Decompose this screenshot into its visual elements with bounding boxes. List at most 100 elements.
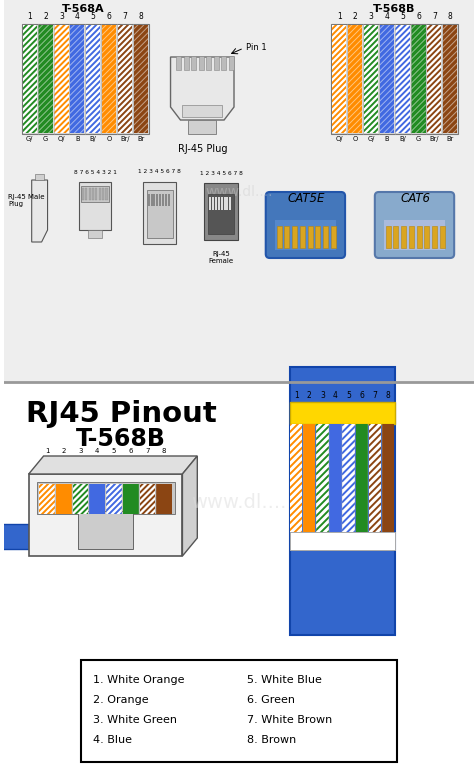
Bar	[134, 25, 148, 134]
Text: www.dl....: www.dl....	[191, 493, 287, 512]
Bar	[162, 194, 164, 206]
Bar	[0, 524, 32, 549]
Bar	[39, 484, 55, 514]
Bar	[401, 226, 406, 248]
Text: 5: 5	[400, 12, 405, 21]
Bar	[212, 197, 214, 210]
Text: 8: 8	[386, 391, 391, 400]
Text: 3. White Green: 3. White Green	[93, 715, 177, 725]
Bar	[102, 25, 116, 134]
Bar	[228, 56, 234, 70]
Text: CAT6: CAT6	[401, 192, 430, 205]
Polygon shape	[182, 456, 197, 556]
Bar	[118, 25, 132, 134]
Text: 1: 1	[45, 448, 49, 454]
Text: B: B	[384, 136, 389, 142]
Text: www.dl....: www.dl....	[205, 185, 273, 199]
Text: 1 2 3 4 5 6 7 8: 1 2 3 4 5 6 7 8	[138, 169, 181, 174]
Text: 6: 6	[128, 448, 133, 454]
Text: 4: 4	[95, 448, 100, 454]
Bar	[85, 188, 87, 200]
Bar	[148, 194, 150, 206]
Bar	[165, 194, 167, 206]
Bar	[395, 25, 410, 134]
Text: G: G	[43, 136, 48, 142]
Bar	[102, 188, 104, 200]
Polygon shape	[171, 57, 234, 120]
Bar	[55, 25, 69, 134]
Bar	[332, 25, 346, 134]
Bar	[99, 188, 101, 200]
Text: Br: Br	[137, 136, 145, 142]
Bar	[56, 484, 72, 514]
Bar	[440, 226, 445, 248]
Text: 4. Blue: 4. Blue	[93, 735, 132, 745]
Text: 6: 6	[359, 391, 364, 400]
Text: 7: 7	[122, 12, 128, 21]
Text: 6: 6	[416, 12, 421, 21]
Bar	[154, 194, 155, 206]
Bar	[417, 226, 422, 248]
Bar	[364, 25, 378, 134]
Bar	[70, 25, 84, 134]
Bar	[221, 56, 226, 70]
Bar	[22, 24, 149, 134]
Bar	[82, 188, 84, 200]
Bar	[348, 25, 362, 134]
Text: RJ-45 Male
Plug: RJ-45 Male Plug	[8, 194, 45, 207]
Text: 5. White Blue: 5. White Blue	[247, 675, 322, 685]
Text: 8: 8	[162, 448, 166, 454]
Text: 3: 3	[59, 12, 64, 21]
Bar	[204, 183, 238, 240]
Text: 2. Orange: 2. Orange	[93, 695, 149, 705]
Text: 1: 1	[337, 12, 341, 21]
Text: 5: 5	[112, 448, 116, 454]
Bar	[290, 532, 395, 550]
Bar	[303, 424, 315, 532]
Bar	[139, 484, 155, 514]
Text: 7: 7	[145, 448, 150, 454]
Text: 7: 7	[373, 391, 377, 400]
Text: G: G	[416, 136, 421, 142]
Text: 7. White Brown: 7. White Brown	[247, 715, 332, 725]
Bar	[382, 424, 394, 532]
Text: O/: O/	[336, 136, 343, 142]
Bar	[443, 25, 457, 134]
Polygon shape	[188, 120, 216, 134]
Bar	[290, 367, 395, 635]
Text: B/: B/	[90, 136, 97, 142]
Bar	[151, 194, 153, 206]
Bar	[329, 424, 342, 532]
Bar	[215, 197, 217, 210]
Bar	[331, 24, 458, 134]
Bar	[292, 226, 297, 248]
Bar	[290, 402, 395, 424]
Bar	[369, 424, 381, 532]
Bar	[4, 0, 474, 382]
Text: 1: 1	[294, 391, 299, 400]
Text: 3: 3	[320, 391, 325, 400]
Bar	[159, 194, 161, 206]
Bar	[409, 226, 414, 248]
Bar	[73, 484, 88, 514]
Text: 2: 2	[43, 12, 48, 21]
Bar	[229, 197, 231, 210]
Text: B: B	[75, 136, 80, 142]
Text: T-568B: T-568B	[76, 427, 166, 451]
Text: G/: G/	[26, 136, 33, 142]
Text: RJ-45 Plug: RJ-45 Plug	[178, 144, 227, 154]
Bar	[199, 56, 204, 70]
Text: 7: 7	[432, 12, 437, 21]
Text: 5: 5	[346, 391, 351, 400]
Text: 3: 3	[368, 12, 374, 21]
Text: 3: 3	[78, 448, 83, 454]
FancyBboxPatch shape	[266, 192, 345, 258]
Text: RJ-45
Female: RJ-45 Female	[209, 251, 234, 264]
Text: 8: 8	[138, 12, 143, 21]
Bar	[218, 197, 220, 210]
Bar	[95, 188, 98, 200]
Text: 6: 6	[107, 12, 111, 21]
Text: Br: Br	[447, 136, 454, 142]
Polygon shape	[29, 456, 197, 474]
Bar	[432, 226, 437, 248]
